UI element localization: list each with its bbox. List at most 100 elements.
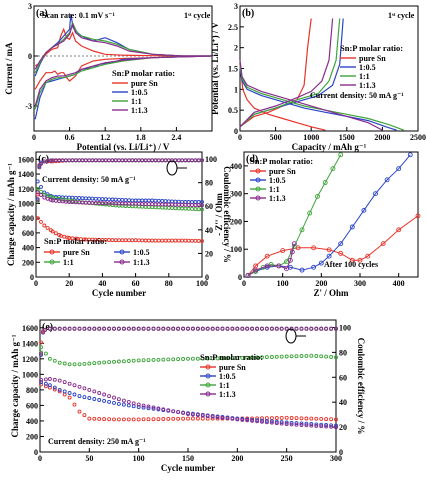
legend-title: Sn:P molar ratio:	[200, 352, 263, 362]
capacity-point	[120, 201, 125, 206]
panel-label: (d)	[246, 154, 258, 165]
coulombic-efficiency-point	[309, 326, 314, 331]
capacity-point	[166, 202, 171, 207]
x-tick-label: 40	[98, 279, 106, 288]
capacity-point	[160, 202, 165, 207]
capacity-point	[93, 201, 98, 205]
coulombic-efficiency-point	[314, 326, 319, 331]
legend-marker	[255, 177, 261, 183]
y2-axis-label: Coulombic efficiency / %	[222, 166, 232, 263]
capacity-point	[107, 399, 112, 404]
nyquist-point	[396, 227, 402, 233]
capacity-point	[200, 356, 205, 361]
coulombic-efficiency-point	[161, 326, 166, 331]
capacity-point	[190, 416, 195, 421]
legend-marker	[205, 364, 211, 370]
capacity-point	[289, 422, 294, 427]
x-tick-label: 80	[165, 279, 173, 288]
capacity-point	[319, 354, 324, 359]
x-tick-label: 1500	[339, 133, 355, 142]
capacity-point	[299, 354, 304, 358]
capacity-point	[156, 238, 161, 243]
capacity-point	[67, 391, 72, 395]
capacity-point	[156, 198, 161, 203]
capacity-point	[60, 199, 65, 204]
nyquist-point	[264, 253, 270, 259]
coulombic-efficiency-point	[90, 158, 95, 163]
capacity-point	[100, 197, 105, 202]
coulombic-efficiency-point	[92, 326, 97, 331]
capacity-point	[77, 384, 82, 389]
capacity-point	[39, 377, 43, 382]
capacity-point	[309, 416, 314, 421]
legend-entry: pure Sn	[219, 363, 246, 372]
capacity-point	[39, 189, 43, 194]
capacity-point	[181, 416, 186, 421]
capacity-point	[176, 238, 181, 243]
nyquist-point	[289, 249, 295, 255]
y2-tick-label: 60	[205, 202, 213, 211]
capacity-point	[126, 399, 131, 404]
capacity-point	[289, 420, 294, 425]
capacity-point	[141, 403, 146, 408]
y2-tick-label: 100	[339, 323, 351, 332]
capacity-point	[43, 384, 48, 389]
capacity-point	[230, 416, 235, 421]
charge-curve	[239, 18, 334, 128]
capacity-point	[279, 415, 284, 420]
capacity-point	[131, 358, 136, 363]
coulombic-efficiency-point	[274, 326, 279, 331]
capacity-point	[112, 359, 116, 364]
capacity-point	[215, 415, 220, 420]
capacity-point	[39, 193, 43, 197]
coulombic-efficiency-point	[245, 326, 250, 331]
x-axis-label: Cycle number	[161, 463, 215, 473]
capacity-point	[72, 392, 77, 397]
capacity-point	[62, 234, 67, 239]
capacity-point	[113, 197, 118, 202]
nyquist-point	[299, 227, 305, 233]
legend-entry: pure Sn	[359, 54, 386, 63]
capacity-point	[87, 396, 92, 400]
y-tick-label: 400	[22, 244, 34, 253]
capacity-point	[131, 417, 136, 422]
coulombic-efficiency-point	[146, 326, 151, 331]
coulombic-efficiency-point	[294, 326, 299, 331]
capacity-point	[171, 416, 176, 421]
capacity-point	[279, 420, 284, 425]
capacity-point	[110, 238, 115, 243]
x-tick-label: 300	[330, 454, 342, 463]
y-axis-label: Charge capacity / mAh g⁻¹	[10, 334, 20, 437]
capacity-point	[309, 353, 314, 358]
coulombic-efficiency-point	[180, 158, 185, 163]
capacity-point	[186, 416, 190, 421]
coulombic-efficiency-point	[77, 158, 82, 163]
capacity-point	[284, 354, 289, 359]
legend-entry: 1:0.5	[131, 88, 148, 97]
coulombic-efficiency-point	[97, 326, 102, 331]
coulombic-efficiency-point	[193, 158, 198, 163]
coulombic-efficiency-point	[67, 326, 72, 331]
coulombic-efficiency-point	[39, 351, 43, 356]
y-tick-label: 0.5	[228, 106, 238, 115]
capacity-point	[126, 403, 131, 408]
capacity-point	[143, 198, 148, 203]
capacity-point	[146, 417, 151, 422]
x-tick-label: 2500	[410, 133, 426, 142]
y-tick-label: 1400	[18, 170, 34, 179]
nyquist-point	[287, 257, 293, 263]
coulombic-efficiency-point	[42, 328, 47, 332]
coulombic-efficiency-point	[72, 326, 77, 331]
x-tick-label: 100	[277, 279, 289, 288]
capacity-point	[45, 196, 50, 201]
x-tick-label: 250	[281, 454, 293, 463]
chart-panel-d: 0 100 200 300 400 0 100 200 300 400 Z' / Ohm - Z'' …	[214, 151, 421, 298]
capacity-point	[67, 362, 72, 367]
x-tick-label: 60	[132, 279, 140, 288]
capacity-point	[127, 198, 131, 203]
capacity-point	[153, 238, 158, 243]
legend-entry: pure Sn	[269, 167, 296, 176]
charge-curve	[239, 18, 341, 128]
capacity-point	[57, 199, 62, 204]
